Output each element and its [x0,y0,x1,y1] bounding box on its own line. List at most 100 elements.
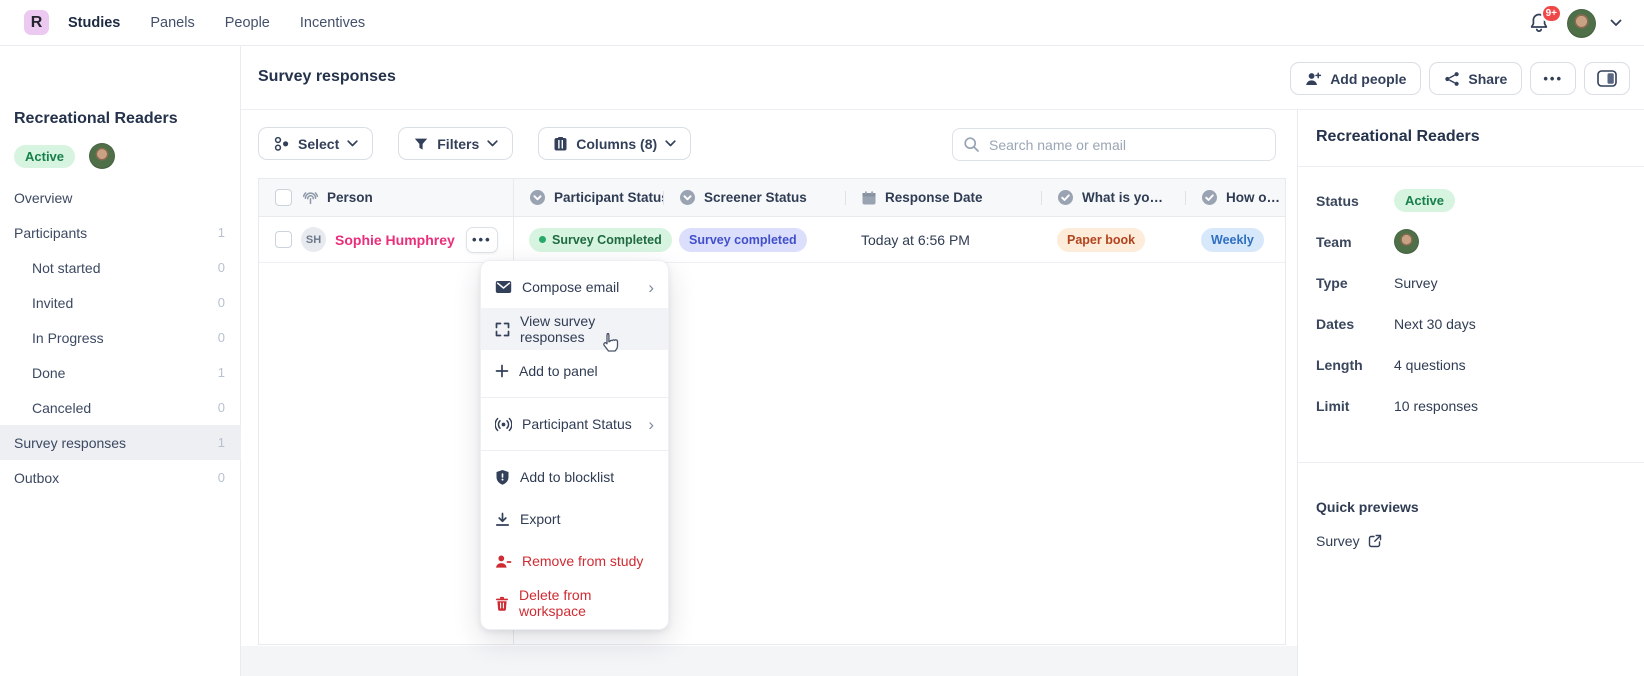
circle-chevron-icon [679,189,696,206]
sidebar-item-count: 0 [217,400,225,415]
more-actions-button[interactable]: ••• [1530,62,1576,95]
detail-row-length: Length 4 questions [1316,344,1634,385]
menu-item-add-to-panel[interactable]: Add to panel [481,350,668,392]
select-label: Select [298,135,340,152]
survey-preview-label: Survey [1316,533,1360,549]
sidebar-item-count: 0 [217,330,225,345]
sidebar-item-outbox[interactable]: Outbox 0 [0,460,241,495]
app-logo[interactable]: R [24,10,49,35]
person-remove-icon [495,554,512,569]
column-header-participant-status[interactable]: Participant Status [513,179,663,216]
row-actions-button[interactable]: ••• [465,226,498,253]
sidebar-item-invited[interactable]: Invited 0 [0,285,241,320]
table-header-row: Person Participant Status Screener Statu… [259,179,1285,217]
nav-incentives[interactable]: Incentives [299,15,366,31]
sidebar-item-label: Invited [32,294,74,311]
sidebar-item-count: 1 [217,435,225,450]
filters-button[interactable]: Filters [398,127,514,160]
menu-item-add-to-blocklist[interactable]: Add to blocklist [481,456,668,498]
trash-icon [495,596,509,611]
cell-answer-1: Paper book [1041,227,1185,252]
menu-item-label: Delete from workspace [519,587,592,619]
cell-participant-status: Survey Completed [513,227,672,252]
divider [1298,462,1644,463]
calendar-icon [861,190,877,206]
search-field [952,128,1276,161]
nav-studies[interactable]: Studies [68,15,121,31]
answer-badge: Paper book [1057,227,1146,252]
share-button[interactable]: Share [1429,62,1523,95]
study-status-badge: Active [14,144,76,168]
menu-item-delete-from-workspace[interactable]: Delete from workspace [481,582,668,624]
menu-divider [481,397,668,398]
share-label: Share [1468,70,1508,87]
row-checkbox[interactable] [275,231,292,248]
menu-item-label: Compose email [522,279,620,295]
sidebar-item-label: Participants [14,224,88,241]
sidebar-item-label: Canceled [32,399,92,416]
filters-label: Filters [437,135,480,152]
menu-item-label: Participant Status [522,416,632,432]
columns-label: Columns (8) [576,135,658,152]
nav-panels[interactable]: Panels [150,15,195,31]
team-member-avatar[interactable] [1394,229,1419,254]
response-date: Today at 6:56 PM [861,231,970,248]
sidebar-item-canceled[interactable]: Canceled 0 [0,390,241,425]
survey-preview-link[interactable]: Survey [1316,533,1382,549]
columns-icon [553,136,568,152]
sidebar-item-in-progress[interactable]: In Progress 0 [0,320,241,355]
menu-item-participant-status[interactable]: Participant Status › [481,403,668,445]
menu-item-label: Add to panel [519,363,598,379]
content-end-strip [241,646,1297,676]
chevron-down-icon[interactable] [1610,19,1622,27]
submenu-chevron-icon: › [648,414,654,434]
add-people-button[interactable]: Add people [1290,62,1422,95]
ellipsis-icon: ••• [1543,71,1563,86]
detail-row-team: Team [1316,221,1634,262]
table-row[interactable]: SH Sophie Humphrey ••• Survey Completed … [259,217,1285,263]
sidebar-item-survey-responses[interactable]: Survey responses 1 [0,425,241,460]
top-navbar: R Studies Panels People Incentives 9+ [0,0,1644,46]
detail-row-dates: Dates Next 30 days [1316,303,1634,344]
column-label: Person [327,190,373,205]
menu-item-compose-email[interactable]: Compose email › [481,266,668,308]
circle-chevron-icon [529,189,546,206]
person-name-link[interactable]: Sophie Humphrey [335,231,455,248]
column-header-screener-status[interactable]: Screener Status [663,179,845,216]
sidebar-item-label: Not started [32,259,101,276]
sidebar-item-not-started[interactable]: Not started 0 [0,250,241,285]
sidebar-item-count: 1 [217,365,225,380]
detail-label: Dates [1316,315,1355,332]
plus-icon [495,364,509,378]
detail-label: Status [1316,192,1359,209]
sidebar-item-overview[interactable]: Overview [0,180,241,215]
menu-item-view-survey-responses[interactable]: View survey responses [481,308,668,350]
select-button[interactable]: Select [258,127,374,160]
select-all-checkbox[interactable] [275,189,292,206]
column-header-question-2[interactable]: How o… [1185,179,1285,216]
sidebar-item-done[interactable]: Done 1 [0,355,241,390]
user-avatar[interactable] [1567,8,1596,38]
menu-item-remove-from-study[interactable]: Remove from study [481,540,668,582]
detail-row-status: Status Active [1316,180,1634,221]
menu-item-export[interactable]: Export [481,498,668,540]
column-header-response-date[interactable]: Response Date [845,179,1041,216]
column-header-person[interactable]: Person [259,179,513,216]
columns-button[interactable]: Columns (8) [538,127,692,160]
add-person-icon [1305,71,1322,87]
expand-icon [495,322,510,337]
nav-people[interactable]: People [224,15,270,31]
column-label: Response Date [885,190,983,205]
toggle-side-panel-button[interactable] [1584,62,1630,95]
sidebar-item-participants[interactable]: Participants 1 [0,215,241,250]
column-label: How o… [1226,190,1280,205]
cell-answer-2: Weekly [1185,227,1285,252]
notifications-button[interactable]: 9+ [1527,4,1562,36]
status-badge: Active [1394,189,1456,212]
status-dot [539,236,546,243]
participant-status-badge: Survey Completed [529,227,672,252]
search-input[interactable] [952,128,1276,161]
study-details-panel: Recreational Readers Status Active Team … [1297,110,1644,676]
column-label: Screener Status [704,190,807,205]
column-header-question-1[interactable]: What is yo… [1041,179,1185,216]
